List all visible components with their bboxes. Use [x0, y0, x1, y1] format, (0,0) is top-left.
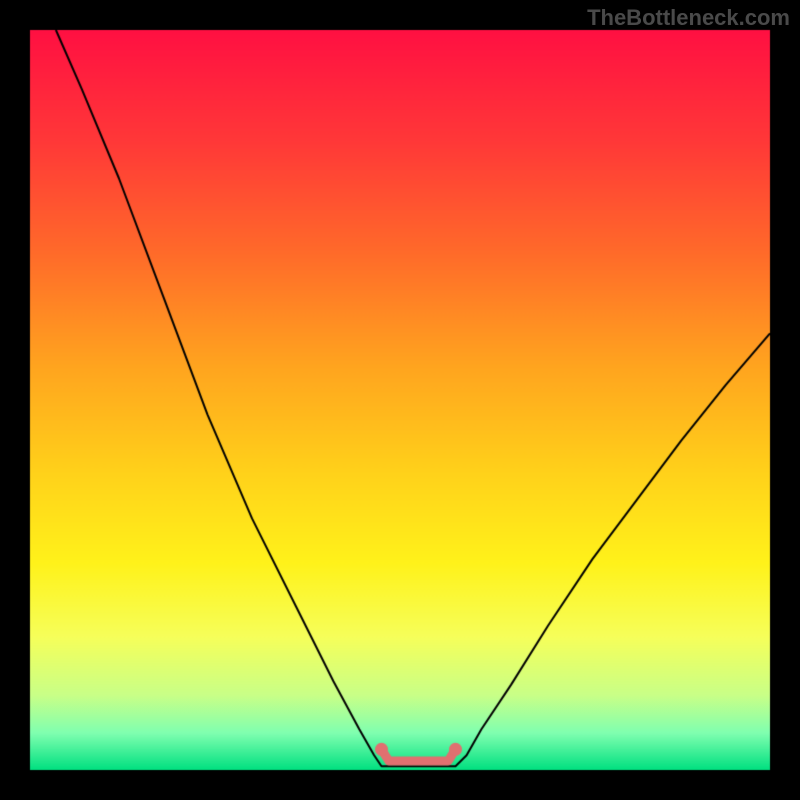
bottleneck-chart-canvas — [0, 0, 800, 800]
chart-container: TheBottleneck.com — [0, 0, 800, 800]
